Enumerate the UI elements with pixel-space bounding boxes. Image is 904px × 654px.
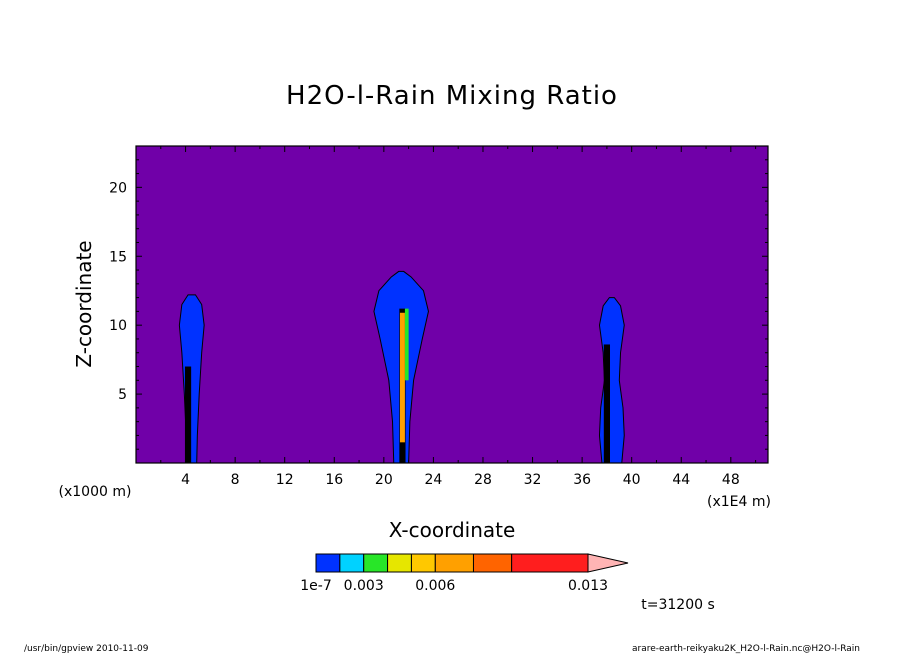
colorbar: 1e-7 0.003 0.006 0.013 [300,553,629,594]
colorbar-segment [363,553,389,573]
x-tick-label: 44 [672,472,690,488]
x-tick-label: 28 [474,472,492,488]
y-axis-unit: (x1000 m) [59,484,132,500]
rain-cells [178,270,625,464]
x-tick-label: 24 [424,472,442,488]
footer-right: arare-earth-reikyaku2K_H2O-l-Rain.nc@H2O… [632,644,860,654]
rain-core-fill-middle [399,312,405,443]
plot-background [136,146,768,463]
colorbar-segment [472,553,513,573]
footer-left: /usr/bin/gpview 2010-11-09 [24,644,149,654]
colorbar-label: 0.003 [344,578,384,594]
colorbar-label: 0.006 [415,578,455,594]
colorbar-extend-arrow [587,553,629,573]
colorbar-segment [387,553,412,573]
colorbar-segment [410,553,436,573]
rain-core-right [603,344,610,463]
x-axis-label: X-coordinate [389,518,516,542]
rain-core-edge-middle [404,308,409,381]
colorbar-segment [339,553,365,573]
x-tick-label: 48 [722,472,740,488]
rain-core-left [184,366,192,463]
y-tick-label: 5 [118,387,127,403]
x-tick-label: 20 [375,472,393,488]
colorbar-label: 1e-7 [300,578,331,594]
x-tick-label: 4 [181,472,190,488]
y-tick-label: 20 [109,180,127,196]
colorbar-segment [511,553,589,573]
colorbar-segment [315,553,341,573]
x-tick-label: 12 [276,472,294,488]
y-ticks: 5 10 15 20 [109,159,768,450]
x-axis-unit: (x1E4 m) [707,494,771,510]
x-tick-label: 32 [524,472,542,488]
plot-frame [135,145,769,464]
x-tick-label: 36 [573,472,591,488]
colorbar-segment [434,553,474,573]
chart-title: H2O-l-Rain Mixing Ratio [286,81,618,111]
colorbar-label: 0.013 [568,578,608,594]
x-tick-label: 16 [325,472,343,488]
y-axis-label: Z-coordinate [72,240,96,367]
time-label: t=31200 s [641,597,715,613]
x-ticks: 4 8 12 16 20 24 28 32 36 40 44 48 [160,146,757,488]
x-tick-label: 8 [231,472,240,488]
y-tick-label: 15 [109,249,127,265]
y-tick-label: 10 [109,318,127,334]
x-tick-label: 40 [623,472,641,488]
